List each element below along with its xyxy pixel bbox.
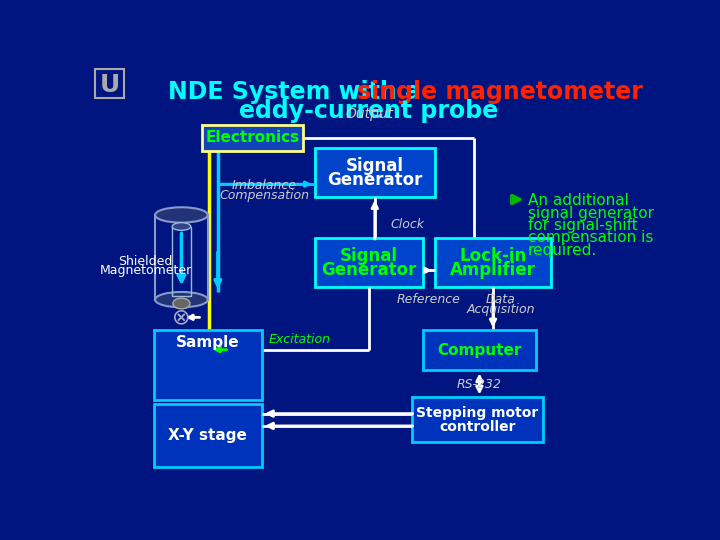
Bar xyxy=(172,226,191,296)
Bar xyxy=(315,148,435,197)
Text: compensation is: compensation is xyxy=(528,231,653,245)
Text: Computer: Computer xyxy=(437,343,521,358)
Ellipse shape xyxy=(155,207,208,222)
Text: X-Y stage: X-Y stage xyxy=(168,428,247,443)
Bar xyxy=(155,215,208,300)
Text: RS-232: RS-232 xyxy=(457,378,502,391)
Text: Stepping motor: Stepping motor xyxy=(416,406,539,420)
Text: Generator: Generator xyxy=(321,261,417,279)
Text: U: U xyxy=(99,73,120,97)
Bar xyxy=(412,397,544,442)
Text: NDE System with a: NDE System with a xyxy=(168,80,428,104)
Text: Lock-in: Lock-in xyxy=(459,247,526,265)
Text: controller: controller xyxy=(439,420,516,434)
Ellipse shape xyxy=(155,292,208,307)
Text: An additional: An additional xyxy=(528,193,629,208)
Bar xyxy=(435,238,551,287)
Text: signal generator: signal generator xyxy=(528,206,654,221)
Text: for signal-shift: for signal-shift xyxy=(528,218,638,233)
Text: eddy-current probe: eddy-current probe xyxy=(239,99,499,123)
Text: Imbalance: Imbalance xyxy=(232,179,297,192)
Text: Signal: Signal xyxy=(340,247,398,265)
Text: required.: required. xyxy=(528,242,597,258)
Text: Sample: Sample xyxy=(176,335,240,350)
Text: Clock: Clock xyxy=(390,219,424,232)
Bar xyxy=(94,69,124,98)
Text: Generator: Generator xyxy=(327,171,423,188)
Text: Magnetometer: Magnetometer xyxy=(99,264,192,277)
Text: Shielded: Shielded xyxy=(119,255,173,268)
Bar xyxy=(153,403,262,467)
Ellipse shape xyxy=(172,222,191,231)
Text: ⊗: ⊗ xyxy=(172,307,191,327)
Text: Data: Data xyxy=(486,294,516,307)
Ellipse shape xyxy=(173,298,190,309)
Bar xyxy=(423,330,536,370)
Bar xyxy=(315,238,423,287)
Text: Output: Output xyxy=(345,107,393,121)
Bar xyxy=(202,125,303,151)
Text: Excitation: Excitation xyxy=(269,333,330,346)
Text: Amplifier: Amplifier xyxy=(450,261,536,279)
Text: Acquisition: Acquisition xyxy=(467,303,535,316)
Text: single magnetometer: single magnetometer xyxy=(357,80,643,104)
Bar xyxy=(153,330,262,400)
Text: Signal: Signal xyxy=(346,157,404,174)
Text: Reference: Reference xyxy=(397,294,461,307)
Text: Compensation: Compensation xyxy=(220,189,310,202)
Text: Electronics: Electronics xyxy=(206,131,300,145)
